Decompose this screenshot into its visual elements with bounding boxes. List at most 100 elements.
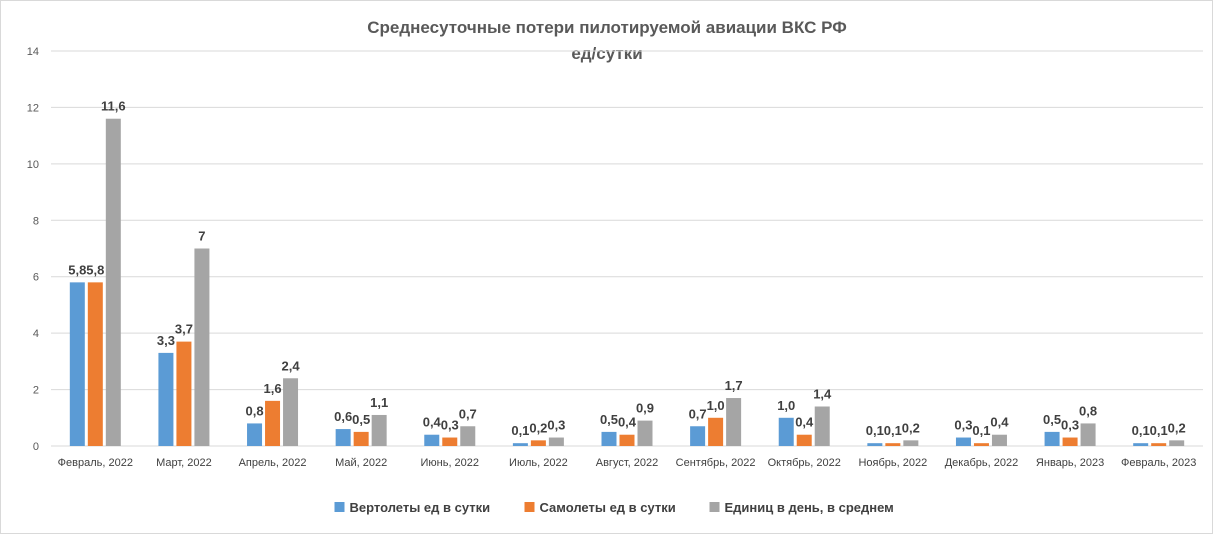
- bar: [176, 341, 192, 446]
- chart-title: Среднесуточные потери пилотируемой авиац…: [367, 18, 847, 37]
- bar: [955, 437, 971, 446]
- legend: Вертолеты ед в сутки Самолеты ед в сутки Е…: [334, 500, 894, 515]
- x-category-label: Март, 2022: [156, 457, 212, 469]
- data-label: 0,8: [1079, 403, 1097, 418]
- data-label: 5,8: [86, 262, 104, 277]
- data-label: 0,4: [618, 415, 637, 430]
- y-tick-label: 8: [33, 215, 39, 227]
- bar: [283, 378, 299, 446]
- data-label: 0,8: [245, 403, 263, 418]
- x-category-label: Ноябрь, 2022: [858, 457, 927, 469]
- legend-label: Самолеты ед в сутки: [540, 500, 676, 515]
- bar: [105, 118, 121, 446]
- data-label: 7: [198, 229, 205, 244]
- legend-swatch: [709, 502, 720, 512]
- data-label: 0,5: [1043, 412, 1061, 427]
- bar: [1151, 443, 1167, 446]
- data-label: 2,4: [281, 358, 300, 373]
- data-label: 0,5: [352, 412, 370, 427]
- bar: [335, 429, 351, 446]
- bar: [601, 431, 617, 446]
- bar: [442, 437, 458, 446]
- bar: [424, 434, 440, 446]
- bars: [69, 118, 1185, 446]
- bar: [903, 440, 919, 446]
- bar: [512, 443, 528, 446]
- bar: [194, 248, 210, 446]
- data-label: 0,4: [423, 415, 442, 430]
- bar: [690, 426, 706, 446]
- data-label: 1,7: [725, 378, 743, 393]
- bar: [619, 434, 635, 446]
- bar: [1080, 423, 1096, 446]
- bar: [265, 400, 281, 446]
- x-axis-categories: Февраль, 2022 Март, 2022 Апрель, 2022 Май, …: [58, 457, 1197, 469]
- data-label: 1,4: [813, 387, 832, 402]
- bar: [460, 426, 476, 446]
- x-category-label: Декабрь, 2022: [945, 457, 1018, 469]
- y-tick-label: 4: [33, 328, 39, 340]
- legend-label: Единиц в день, в среднем: [725, 500, 894, 515]
- bar: [814, 406, 830, 446]
- x-category-label: Май, 2022: [335, 457, 387, 469]
- legend-swatch: [334, 502, 345, 512]
- data-label: 0,3: [954, 418, 972, 433]
- data-label: 0,3: [441, 418, 459, 433]
- data-label: 0,4: [795, 415, 814, 430]
- x-category-label: Август, 2022: [596, 457, 658, 469]
- data-label: 0,1: [972, 423, 990, 438]
- data-label: 0,1: [511, 423, 529, 438]
- bar: [991, 434, 1007, 446]
- data-label: 1,0: [777, 398, 795, 413]
- data-label: 0,2: [1168, 420, 1186, 435]
- x-category-label: Апрель, 2022: [239, 457, 307, 469]
- data-label: 0,1: [1150, 423, 1168, 438]
- data-label: 0,4: [990, 415, 1009, 430]
- y-axis-ticks: 0 2 4 6 8 10 12 14: [27, 46, 39, 453]
- bar: [158, 352, 174, 446]
- x-category-label: Январь, 2023: [1036, 457, 1104, 469]
- data-label: 3,3: [157, 333, 175, 348]
- y-tick-label: 12: [27, 102, 39, 114]
- x-category-label: Февраль, 2023: [1121, 457, 1196, 469]
- bar: [708, 417, 724, 446]
- bar: [867, 443, 883, 446]
- data-label: 0,6: [334, 409, 352, 424]
- data-label: 1,1: [370, 395, 388, 410]
- bar: [796, 434, 812, 446]
- bar: [1169, 440, 1185, 446]
- chart-subtitle: ед/сутки: [571, 44, 642, 63]
- data-label: 11,6: [101, 99, 126, 114]
- data-label: 3,7: [175, 322, 193, 337]
- bar: [1133, 443, 1149, 446]
- data-label: 0,2: [529, 420, 547, 435]
- data-labels: 5,8 5,811,63,33,770,81,62,40,6 0,51,10,4 0,…: [68, 99, 1185, 438]
- y-tick-label: 14: [27, 46, 39, 58]
- bar: [1044, 431, 1060, 446]
- legend-label: Вертолеты ед в сутки: [350, 500, 491, 515]
- gridlines: [51, 50, 1203, 447]
- x-category-label: Июнь, 2022: [420, 457, 479, 469]
- legend-swatch: [524, 502, 535, 512]
- data-label: 5,8: [68, 262, 86, 277]
- data-label: 1,6: [263, 381, 281, 396]
- data-label: 0,1: [1132, 423, 1150, 438]
- y-tick-label: 6: [33, 272, 39, 284]
- y-tick-label: 2: [33, 385, 39, 397]
- x-category-label: Сентябрь, 2022: [676, 457, 756, 469]
- data-label: 0,1: [884, 423, 902, 438]
- bar: [87, 282, 103, 446]
- data-label: 0,3: [1061, 418, 1079, 433]
- x-category-label: Февраль, 2022: [58, 457, 133, 469]
- bar: [353, 431, 369, 446]
- bar: [778, 417, 794, 446]
- y-tick-label: 10: [27, 159, 39, 171]
- bar: [548, 437, 564, 446]
- data-label: 0,1: [866, 423, 884, 438]
- bar: [247, 423, 263, 446]
- bar: [69, 282, 85, 446]
- bar: [973, 443, 989, 446]
- data-label: 1,0: [707, 398, 725, 413]
- bar: [371, 414, 387, 446]
